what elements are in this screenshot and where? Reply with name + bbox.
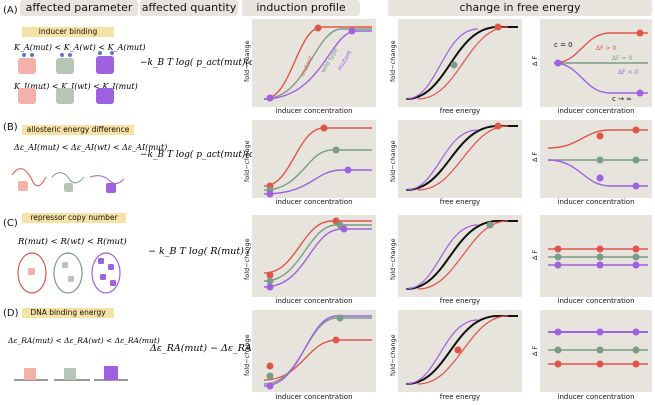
- header-affected-parameter: affected parameter: [20, 0, 138, 16]
- ineq-repressor: R(mut) < R(wt) < R(mut): [18, 237, 127, 247]
- delta-f-lines-d: [548, 328, 648, 368]
- delta-f-c-ylabel: Δ F: [531, 249, 539, 260]
- formula-c: − k_B T log( R(mut) / R(wt) ): [148, 246, 287, 257]
- induction-curves-b: [263, 124, 372, 198]
- delta-f-panel-a: c = 0 c → ∞ ΔF > 0 ΔF = 0 ΔF < 0: [540, 19, 652, 107]
- collapse-curves-d: [405, 315, 518, 385]
- collapse-c-xlabel: free energy: [439, 297, 481, 305]
- collapse-a-xlabel: free energy: [439, 107, 481, 115]
- tag-dna-binding-energy: DNA binding energy: [22, 308, 114, 318]
- formula-d: Δε_RA(mut) − Δε_RA(wt): [150, 343, 272, 354]
- collapse-panel-a: [398, 19, 522, 107]
- formula-a: −k_B T log( p_act(mut)(c) / p_act(wt)(c)…: [140, 58, 328, 68]
- induction-panel-a: mutant wild type mutant: [252, 19, 376, 107]
- induction-curves-d: [263, 314, 372, 390]
- induction-d-ylabel: fold−change: [243, 334, 251, 376]
- delta-f-a-df-pos: ΔF > 0: [596, 45, 617, 52]
- energy-landscape-cartoons-b: [11, 168, 125, 193]
- delta-f-a-df-neg: ΔF < 0: [618, 69, 639, 76]
- delta-f-a-c-zero-label: c = 0: [554, 41, 573, 49]
- delta-f-d-ylabel: Δ F: [531, 345, 539, 356]
- row-label-b: (B): [3, 122, 18, 133]
- delta-f-b-xlabel: inducer concentration: [557, 198, 635, 206]
- delta-f-lines-c: [548, 245, 648, 269]
- ineq-ka: K_A(mut) < K_A(wt) < K_A(mut): [14, 43, 146, 52]
- induction-a-ylabel: fold−change: [243, 40, 251, 82]
- row-label-c: (C): [3, 218, 18, 229]
- delta-f-b-ylabel: Δ F: [531, 151, 539, 162]
- tag-inducer-binding: inducer binding: [22, 27, 114, 37]
- collapse-c-ylabel: fold−change: [389, 238, 397, 280]
- collapse-b-xlabel: free energy: [439, 198, 481, 206]
- delta-f-curves-a: [553, 29, 648, 97]
- tag-allosteric-energy: allosteric energy difference: [22, 125, 134, 135]
- induction-panel-c: [252, 215, 376, 297]
- induction-panel-d: [252, 310, 376, 392]
- induction-c-ylabel: fold−change: [243, 238, 251, 280]
- row-label-d: (D): [3, 308, 19, 319]
- collapse-d-xlabel: free energy: [439, 393, 481, 401]
- collapse-d-ylabel: fold−change: [389, 334, 397, 376]
- ineq-deps-ai: Δε_AI(mut) < Δε_AI(wt) < Δε_AI(mut): [14, 143, 168, 152]
- induction-a-xlabel: inducer concentration: [275, 107, 353, 115]
- delta-f-panel-b: [540, 120, 652, 198]
- collapse-curves-a: [405, 23, 518, 100]
- dna-binding-cartoons-d: [14, 366, 128, 381]
- cell-cartoons-c: [17, 252, 121, 294]
- collapse-curves-c: [405, 220, 518, 290]
- induction-curves-a: [263, 24, 372, 102]
- delta-f-curves-b: [547, 126, 648, 190]
- row-label-a: (A): [3, 5, 18, 16]
- delta-f-a-ylabel: Δ F: [531, 55, 539, 66]
- tag-repressor-copy-number: repressor copy number: [22, 213, 126, 223]
- induction-panel-b: [252, 120, 376, 198]
- delta-f-c-xlabel: inducer concentration: [557, 297, 635, 305]
- collapse-panel-c: [398, 215, 522, 297]
- collapse-curves-b: [405, 122, 518, 191]
- header-affected-quantity: affected quantity: [140, 0, 238, 16]
- ineq-deps-ra: Δε_RA(mut) < Δε_RA(wt) < Δε_RA(mut): [8, 336, 160, 345]
- ineq-ki: K_I(mut) < K_I(wt) < K_I(mut): [14, 82, 138, 91]
- collapse-panel-b: [398, 120, 522, 198]
- induction-b-xlabel: inducer concentration: [275, 198, 353, 206]
- delta-f-d-xlabel: inducer concentration: [557, 393, 635, 401]
- induction-c-xlabel: inducer concentration: [275, 297, 353, 305]
- delta-f-a-df-zero: ΔF = 0: [612, 55, 633, 62]
- delta-f-panel-c: [540, 215, 652, 297]
- delta-f-a-c-inf-label: c → ∞: [612, 95, 632, 103]
- delta-f-a-xlabel: inducer concentration: [557, 107, 635, 115]
- collapse-a-ylabel: fold−change: [389, 40, 397, 82]
- delta-f-panel-d: [540, 310, 652, 392]
- induction-d-xlabel: inducer concentration: [275, 393, 353, 401]
- induction-curves-c: [263, 217, 372, 291]
- repressor-cartoons-a: [18, 51, 114, 104]
- header-change-in-free-energy: change in free energy: [388, 0, 652, 16]
- collapse-b-ylabel: fold−change: [389, 140, 397, 182]
- formula-b: −k_B T log( p_act(mut)(c) / p_act(wt)(c)…: [140, 150, 328, 160]
- induction-b-ylabel: fold−change: [243, 140, 251, 182]
- header-induction-profile: induction profile: [242, 0, 360, 16]
- collapse-panel-d: [398, 310, 522, 392]
